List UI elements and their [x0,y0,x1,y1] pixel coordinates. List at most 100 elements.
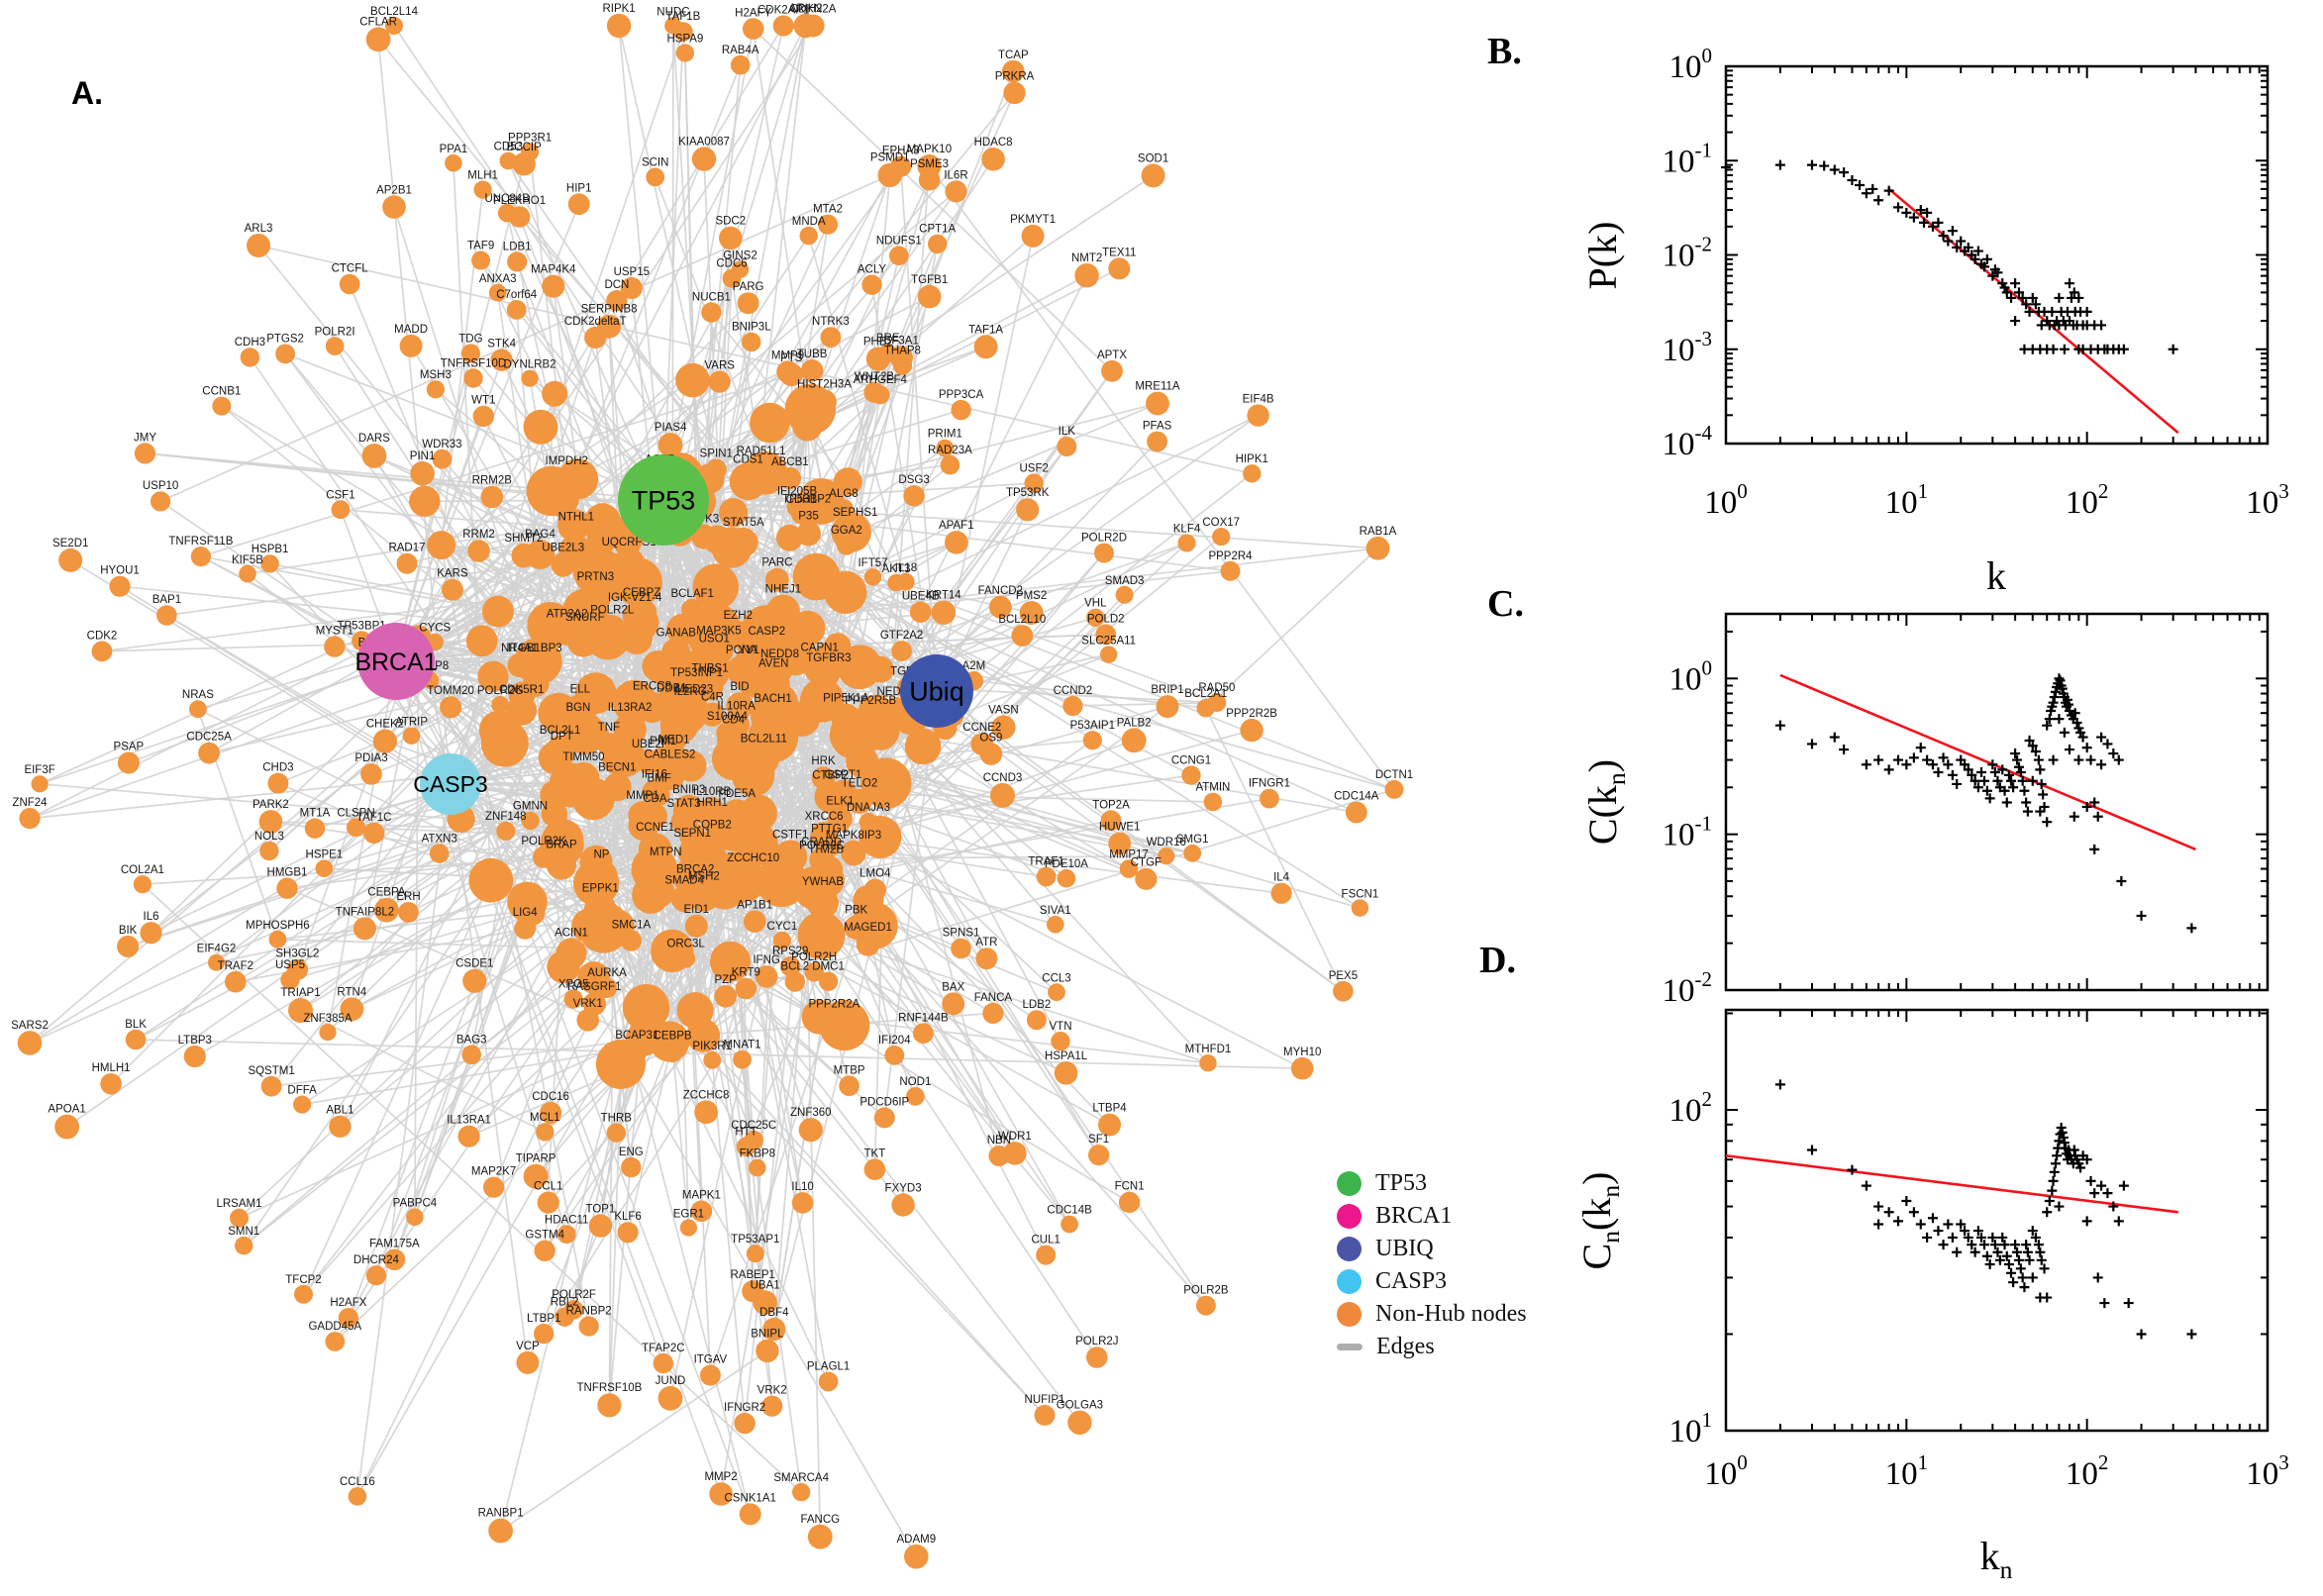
data-point-marker [2010,278,2021,289]
network-node-label: RAD17 [388,543,425,554]
network-node [731,260,750,278]
legend-item-casp3: CASP3 [1337,1268,1527,1294]
axis-tick-label: 10-2 [1663,233,1713,274]
network-node-label: ITM2B [810,845,844,856]
network-node-label: AKT3 [882,563,911,575]
network-node [699,830,726,856]
data-point-marker [1970,1247,1980,1257]
network-node [704,636,734,665]
data-point-marker [2019,785,2030,796]
network-node-label: MAPK10 [907,144,952,155]
network-node-label: ANXA3 [479,273,517,285]
data-point-marker [1868,183,1878,194]
data-point-marker [1933,767,1944,778]
panel-label-b: B. [1487,31,1522,72]
network-node [661,638,691,667]
network-node [556,938,587,969]
network-node [887,573,905,592]
network-node [861,706,879,724]
network-node-label: HUWE1 [1099,822,1141,834]
network-node-label: COX17 [1202,517,1240,529]
network-node-label: HDAC8 [974,137,1013,149]
network-node-label: TNFAIP8L2 [336,906,394,918]
network-node [461,1045,482,1065]
network-node [670,808,697,835]
network-node [247,234,270,257]
data-point-marker [1873,754,1884,765]
network-node [445,153,462,172]
data-point-marker [1943,1219,1954,1230]
data-point-marker [2042,1207,2053,1218]
network-node [588,1214,613,1238]
network-node-label: TAF1C [356,812,392,824]
network-edge [356,783,452,1497]
network-node-label: BCL2 [780,960,809,972]
network-node-label: POLR2K [521,836,566,848]
data-point-marker [2048,344,2059,354]
network-node-label: AVEN [758,657,788,669]
data-point-marker [2047,1185,2058,1196]
axis-tick-label: 100 [1669,44,1713,85]
data-point-marker [2102,1188,2113,1199]
network-node [324,636,346,657]
network-node-label: SIVA1 [1040,905,1071,917]
network-node-label: BRCA2 [676,863,714,875]
network-edge [136,1039,1303,1070]
network-node [54,1114,79,1140]
network-node-label: PARC [761,557,792,569]
network-node-label: WDR33 [422,439,461,450]
data-point-marker [2096,1180,2107,1191]
network-node-label: SMC1A [612,919,652,931]
network-node-label: GINS2 [723,250,758,262]
network-node-label: PFAS [1143,421,1172,433]
network-node-label: PDIA3 [354,752,387,764]
network-node-label: ATP2A2 [547,609,588,621]
network-node-label: PIK3R1 [692,1041,732,1052]
network-node-label: UBE2I [632,739,664,750]
network-node [841,840,866,866]
data-point-marker [2008,782,2019,793]
network-node-label: BNIPL [751,1329,784,1341]
network-node [766,594,800,629]
network-edge [559,25,807,499]
network-node-label: KARS [437,568,468,580]
network-node-label: USF2 [1019,462,1048,474]
network-node [235,1236,253,1255]
network-node-label: BCL2L14 [370,6,419,18]
network-node-label: KIAA0087 [678,136,730,148]
data-point-marker [2059,727,2070,738]
network-graph: CDC14A DHCR24 MAGED1 TP53RK KIAA0087 THAP8 CDC… [11,3,1413,1569]
network-node-label: PSME3 [910,158,949,170]
network-node-label: SPIN1 [700,449,733,460]
network-node-label: HRK [811,755,836,767]
network-node-label: NRAS [182,689,214,701]
data-point-marker [1774,720,1785,731]
network-node-label: SQSTM1 [248,1065,294,1077]
network-node-label: SE2D1 [52,538,88,549]
data-point-marker [1721,161,1731,172]
network-node [399,334,423,357]
data-point-marker [2022,806,2033,817]
axis-tick-label: 102 [1669,1087,1713,1129]
data-point-marker [1854,179,1865,190]
network-node [792,1482,811,1502]
data-point-marker [1892,754,1903,765]
network-node-label: STAT3 [666,798,700,810]
network-node [190,547,211,567]
data-point-marker [1774,159,1785,170]
network-node [889,346,913,369]
network-node-label: USP15 [614,266,650,278]
network-edge [526,901,704,1037]
network-node-label: MNDA [792,216,826,228]
network-node-label: SMG1 [1176,834,1209,846]
data-point-marker [1972,246,1983,256]
network-node [460,344,480,363]
axis-tick-label: 103 [2246,479,2289,521]
network-node [406,1208,424,1227]
network-nodes [17,13,1404,1569]
network-node [1101,359,1123,382]
network-node-label: PIAS4 [655,422,687,434]
network-node [675,44,695,62]
network-node-label: USP10 [143,480,178,492]
data-point-marker [2010,1240,2021,1250]
